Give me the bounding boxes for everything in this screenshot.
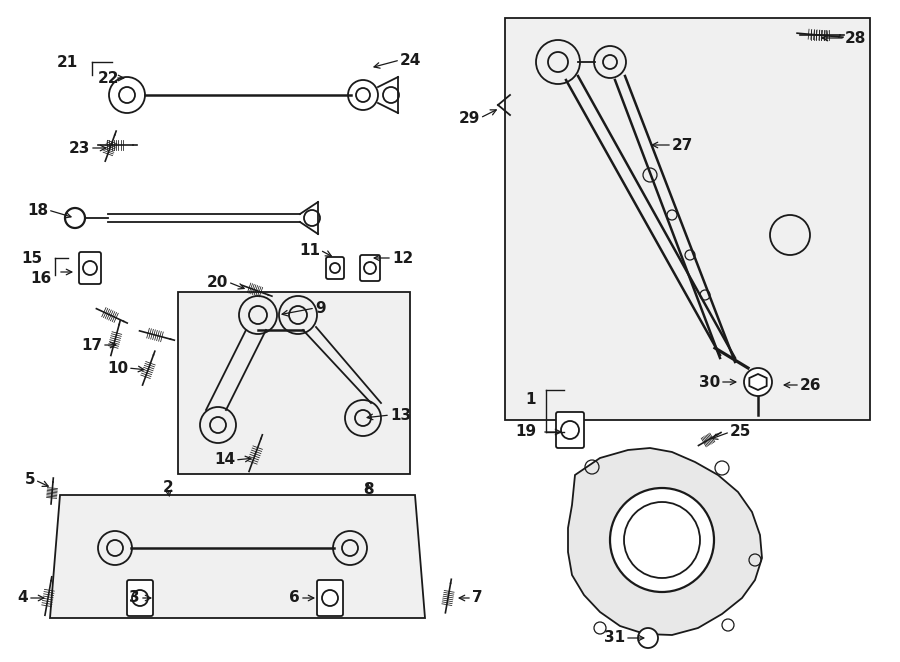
Circle shape (744, 368, 772, 396)
Circle shape (610, 488, 714, 592)
Text: 17: 17 (81, 338, 102, 352)
Text: 12: 12 (392, 250, 413, 265)
FancyBboxPatch shape (127, 580, 153, 616)
Text: 27: 27 (672, 138, 693, 152)
Text: 8: 8 (363, 483, 374, 498)
FancyBboxPatch shape (360, 255, 380, 281)
Text: 11: 11 (299, 242, 320, 258)
FancyBboxPatch shape (79, 252, 101, 284)
Polygon shape (750, 374, 767, 390)
Text: 10: 10 (107, 361, 128, 375)
Text: 20: 20 (207, 275, 228, 289)
Text: 16: 16 (31, 271, 52, 285)
Text: 14: 14 (214, 453, 235, 467)
FancyBboxPatch shape (317, 580, 343, 616)
Text: 3: 3 (130, 591, 140, 606)
Polygon shape (568, 448, 762, 635)
Text: 22: 22 (98, 70, 120, 85)
Text: 19: 19 (515, 424, 536, 440)
FancyBboxPatch shape (326, 257, 344, 279)
Text: 31: 31 (604, 630, 625, 645)
Text: 29: 29 (459, 111, 480, 126)
Polygon shape (505, 18, 870, 420)
Text: 1: 1 (526, 393, 536, 408)
Text: 9: 9 (315, 301, 326, 316)
Text: 15: 15 (21, 250, 42, 265)
Text: 13: 13 (390, 408, 411, 422)
Polygon shape (50, 495, 425, 618)
Text: 21: 21 (57, 54, 78, 70)
Text: 24: 24 (400, 52, 421, 68)
Circle shape (624, 502, 700, 578)
Text: 26: 26 (800, 377, 822, 393)
Text: 2: 2 (163, 481, 174, 495)
Text: 6: 6 (289, 591, 300, 606)
Polygon shape (178, 292, 410, 474)
Text: 25: 25 (730, 424, 752, 440)
FancyBboxPatch shape (556, 412, 584, 448)
Circle shape (638, 628, 658, 648)
Text: 4: 4 (17, 591, 28, 606)
Text: 5: 5 (24, 473, 35, 487)
Text: 23: 23 (68, 140, 90, 156)
Text: 30: 30 (698, 375, 720, 389)
Text: 7: 7 (472, 591, 482, 606)
Text: 18: 18 (27, 203, 48, 218)
Text: 28: 28 (845, 30, 867, 46)
